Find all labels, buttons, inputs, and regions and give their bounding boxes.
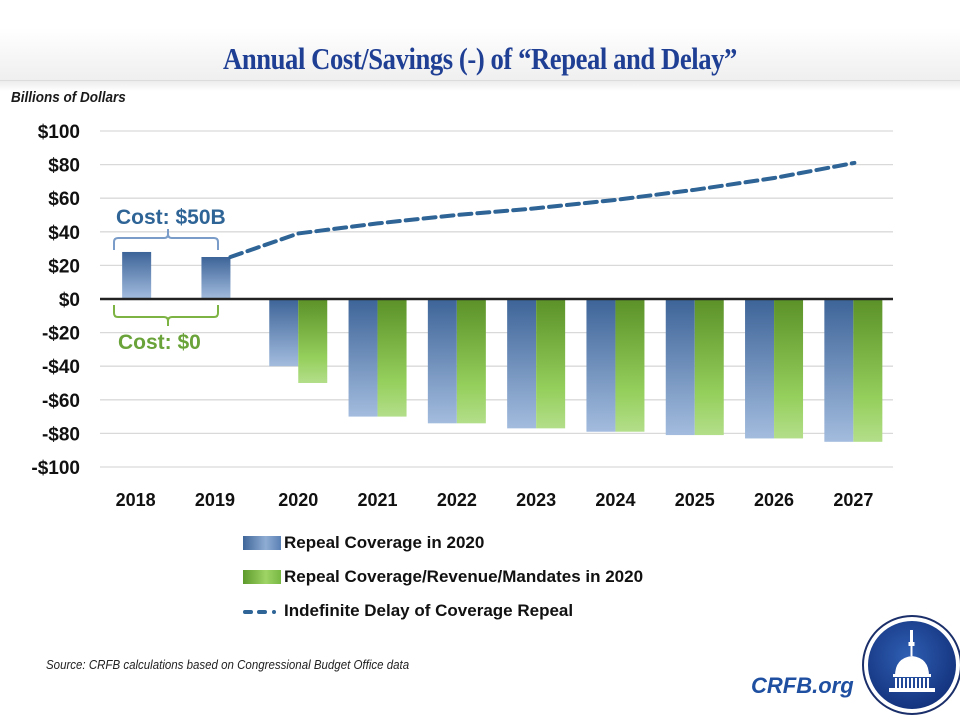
bar-repeal-coverage-revenue-mandates-2020 bbox=[298, 299, 328, 383]
legend-label: Repeal Coverage/Revenue/Mandates in 2020 bbox=[284, 567, 644, 586]
bars bbox=[122, 251, 883, 442]
bar-repeal-coverage-2027 bbox=[824, 299, 854, 442]
y-tick-label: $60 bbox=[48, 189, 80, 210]
legend-label: Repeal Coverage in 2020 bbox=[284, 533, 485, 552]
legend-swatch-green bbox=[243, 570, 281, 584]
x-tick-label: 2020 bbox=[278, 490, 318, 510]
y-tick-label: -$20 bbox=[42, 324, 80, 345]
bar-repeal-coverage-2023 bbox=[507, 299, 537, 429]
line-indefinite-delay bbox=[228, 160, 857, 259]
y-tick-label: $0 bbox=[59, 290, 80, 311]
bar-repeal-coverage-2018 bbox=[122, 251, 152, 299]
bar-repeal-coverage-revenue-mandates-2027 bbox=[853, 299, 883, 442]
legend: Repeal Coverage in 2020 Repeal Coverage/… bbox=[243, 526, 643, 628]
legend-swatch-blue bbox=[243, 536, 281, 550]
bar-repeal-coverage-revenue-mandates-2021 bbox=[377, 299, 407, 417]
y-tick-label: -$100 bbox=[31, 458, 80, 479]
y-axis-label: Billions of Dollars bbox=[11, 89, 126, 106]
gridlines bbox=[100, 130, 893, 468]
bar-repeal-coverage-2025 bbox=[665, 299, 695, 436]
y-tick-label: $20 bbox=[48, 256, 80, 277]
bar-repeal-coverage-revenue-mandates-2022 bbox=[456, 299, 486, 424]
y-tick-label: -$40 bbox=[42, 357, 80, 378]
x-tick-label: 2019 bbox=[195, 490, 235, 510]
x-tick-label: 2026 bbox=[754, 490, 794, 510]
bar-repeal-coverage-revenue-mandates-2026 bbox=[774, 299, 804, 439]
bar-repeal-coverage-2020 bbox=[269, 299, 299, 367]
x-tick-label: 2027 bbox=[833, 490, 873, 510]
x-axis-ticks: 2018 2019 2020 2021 2022 2023 2024 2025 2026 2027 bbox=[116, 490, 874, 510]
annotation-cost-50b: Cost: $50B bbox=[116, 206, 226, 229]
annotation-cost-0: Cost: $0 bbox=[118, 331, 201, 354]
header-shadow bbox=[0, 81, 960, 91]
bar-repeal-coverage-2024 bbox=[586, 299, 616, 432]
capitol-dome-logo-icon bbox=[862, 615, 960, 715]
bar-repeal-coverage-revenue-mandates-2025 bbox=[694, 299, 724, 436]
y-tick-label: $80 bbox=[48, 156, 80, 177]
bracket-cost-50b bbox=[113, 229, 219, 250]
y-axis-ticks: $100 $80 $60 $40 $20 $0 -$20 -$40 -$60 -$80 -$100 bbox=[31, 122, 80, 479]
x-tick-label: 2018 bbox=[116, 490, 156, 510]
bar-repeal-coverage-2019 bbox=[201, 257, 231, 299]
legend-item-repeal-coverage-revenue-mandates: Repeal Coverage/Revenue/Mandates in 2020 bbox=[243, 560, 643, 594]
y-tick-label: -$60 bbox=[42, 391, 80, 412]
y-tick-label: $100 bbox=[38, 122, 80, 143]
y-tick-label: -$80 bbox=[42, 424, 80, 445]
bar-repeal-coverage-revenue-mandates-2023 bbox=[536, 299, 566, 429]
bar-repeal-coverage-2021 bbox=[348, 299, 378, 417]
delay-line-series bbox=[228, 160, 857, 259]
source-note: Source: CRFB calculations based on Congr… bbox=[46, 658, 410, 672]
bar-repeal-coverage-2022 bbox=[427, 299, 457, 424]
annotations: Cost: $50B Cost: $0 bbox=[113, 206, 226, 354]
header-band bbox=[0, 0, 960, 81]
x-tick-label: 2021 bbox=[358, 490, 398, 510]
site-link[interactable]: CRFB.org bbox=[751, 673, 854, 698]
y-tick-label: $40 bbox=[48, 223, 80, 244]
x-tick-label: 2022 bbox=[437, 490, 477, 510]
bar-repeal-coverage-2026 bbox=[745, 299, 775, 439]
x-tick-label: 2024 bbox=[595, 490, 635, 510]
x-tick-label: 2025 bbox=[675, 490, 715, 510]
bar-repeal-coverage-revenue-mandates-2024 bbox=[615, 299, 645, 432]
bracket-cost-0 bbox=[113, 305, 219, 326]
legend-swatch-dashed-line bbox=[243, 604, 281, 618]
legend-item-repeal-coverage: Repeal Coverage in 2020 bbox=[243, 526, 643, 560]
chart-title: Annual Cost/Savings (-) of “Repeal and D… bbox=[223, 41, 737, 76]
legend-item-indefinite-delay: Indefinite Delay of Coverage Repeal bbox=[243, 594, 643, 628]
x-tick-label: 2023 bbox=[516, 490, 556, 510]
legend-label: Indefinite Delay of Coverage Repeal bbox=[284, 601, 574, 620]
